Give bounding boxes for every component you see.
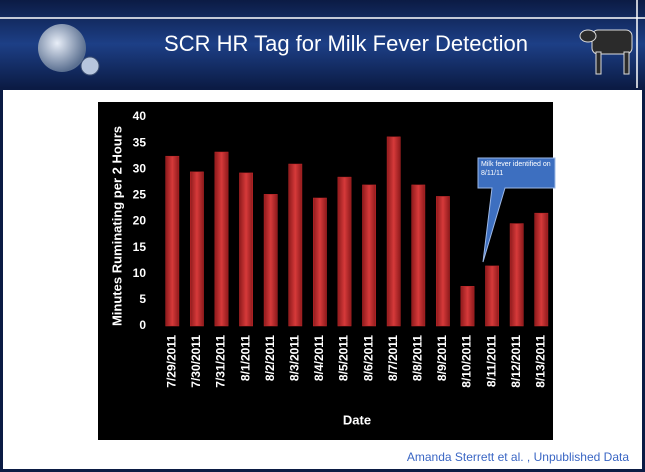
x-tick-label: 7/31/2011 (214, 335, 228, 388)
x-tick-label: 8/3/2011 (287, 335, 301, 381)
x-tick-label: 7/29/2011 (164, 335, 178, 388)
annotation: Milk fever identified on 8/11/11 (481, 161, 551, 177)
x-axis-title: Date (343, 412, 371, 427)
y-tick-label: 35 (133, 135, 147, 149)
bar (460, 286, 475, 327)
x-tick-label: 8/6/2011 (361, 335, 375, 381)
x-tick-label: 8/13/2011 (533, 335, 547, 388)
x-tick-label: 8/12/2011 (509, 335, 523, 388)
credit: Amanda Sterrett et al. , Unpublished Dat… (407, 450, 629, 464)
bar (534, 212, 549, 327)
y-tick-label: 20 (133, 214, 147, 228)
x-tick-label: 8/8/2011 (410, 335, 424, 381)
annotation-box: Milk fever identified on 8/11/11 (481, 161, 551, 177)
y-tick-label: 10 (133, 266, 147, 280)
x-tick-label: 7/30/2011 (189, 335, 203, 388)
bar (362, 184, 376, 327)
y-tick-label: 5 (139, 292, 146, 306)
x-tick-label: 8/11/2011 (484, 335, 498, 387)
globe-icon (80, 56, 100, 76)
y-tick-label: 0 (139, 318, 146, 332)
globe-icon (38, 24, 86, 72)
bar (239, 172, 253, 327)
bar (288, 163, 303, 327)
bar (313, 197, 327, 327)
bar (485, 265, 499, 327)
annotation-callout (477, 157, 556, 263)
bar (263, 194, 278, 327)
bar (214, 151, 229, 327)
x-tick-label: 8/10/2011 (460, 335, 474, 388)
x-tick-label: 8/4/2011 (312, 335, 326, 381)
y-tick-label: 30 (133, 161, 147, 175)
bar (509, 223, 524, 327)
bar (386, 136, 401, 327)
x-tick-label: 8/2/2011 (263, 335, 277, 381)
y-axis-title: Minutes Ruminating per 2 Hours (109, 126, 124, 326)
y-tick-label: 40 (133, 109, 147, 123)
slide-title: SCR HR Tag for Milk Fever Detection (164, 31, 528, 56)
x-tick-label: 8/9/2011 (435, 335, 449, 381)
cow-icon (579, 29, 633, 75)
bar (190, 171, 204, 327)
y-tick-label: 25 (133, 188, 147, 202)
bar (436, 196, 450, 327)
x-tick-label: 8/1/2011 (238, 335, 252, 381)
bar (165, 155, 180, 327)
bar (411, 184, 426, 327)
y-tick-label: 15 (133, 240, 147, 254)
x-tick-label: 8/5/2011 (337, 335, 351, 381)
header-band (0, 0, 645, 88)
bar (337, 176, 352, 327)
x-tick-label: 8/7/2011 (386, 335, 400, 381)
